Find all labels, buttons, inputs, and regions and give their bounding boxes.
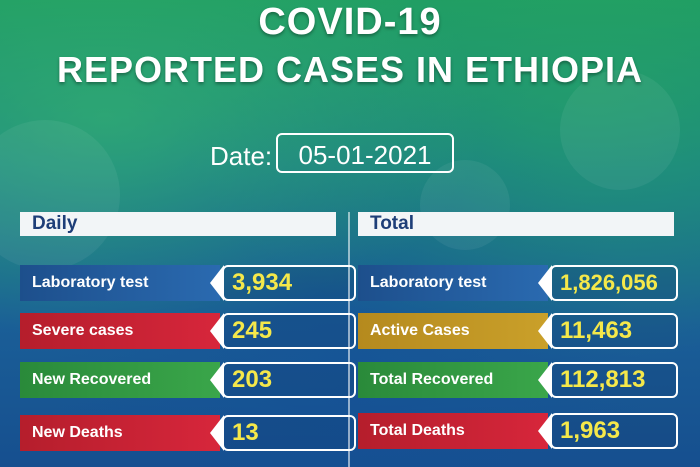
total-row-active-cases: Active Cases 11,463 — [358, 313, 680, 349]
row-value: 13 — [222, 415, 356, 451]
total-row-total-recovered: Total Recovered 112,813 — [358, 362, 680, 398]
row-label: New Recovered — [20, 362, 220, 398]
daily-row-lab-tests: Laboratory test 3,934 — [20, 265, 356, 301]
date-label: Date: — [210, 141, 273, 171]
arrow-icon — [210, 313, 224, 349]
title-line-1: COVID-19 — [258, 1, 442, 43]
arrow-icon — [538, 313, 552, 349]
row-label: Total Recovered — [358, 362, 548, 398]
row-label: Total Deaths — [358, 413, 548, 449]
row-value: 1,963 — [550, 413, 678, 449]
row-value: 11,463 — [550, 313, 678, 349]
total-row-total-deaths: Total Deaths 1,963 — [358, 413, 680, 449]
daily-row-new-recovered: New Recovered 203 — [20, 362, 356, 398]
row-value: 1,826,056 — [550, 265, 678, 301]
row-value: 203 — [222, 362, 356, 398]
row-label: Active Cases — [358, 313, 548, 349]
daily-row-severe-cases: Severe cases 245 — [20, 313, 356, 349]
arrow-icon — [210, 362, 224, 398]
arrow-icon — [538, 362, 552, 398]
arrow-icon — [210, 415, 224, 451]
row-label: Laboratory test — [358, 265, 548, 301]
section-divider — [348, 212, 350, 467]
arrow-icon — [538, 413, 552, 449]
daily-heading: Daily — [20, 212, 336, 236]
total-heading: Total — [358, 212, 674, 236]
virus-decoration — [560, 70, 680, 190]
daily-row-new-deaths: New Deaths 13 — [20, 415, 356, 451]
virus-decoration — [0, 120, 120, 270]
row-value: 245 — [222, 313, 356, 349]
row-value: 112,813 — [550, 362, 678, 398]
arrow-icon — [210, 265, 224, 301]
row-label: New Deaths — [20, 415, 220, 451]
row-label: Laboratory test — [20, 265, 220, 301]
total-row-lab-tests: Laboratory test 1,826,056 — [358, 265, 680, 301]
row-value: 3,934 — [222, 265, 356, 301]
date-value: 05-01-2021 — [276, 133, 454, 173]
virus-decoration — [420, 160, 510, 250]
title-line-2: REPORTED CASES IN ETHIOPIA — [56, 49, 644, 90]
arrow-icon — [538, 265, 552, 301]
row-label: Severe cases — [20, 313, 220, 349]
